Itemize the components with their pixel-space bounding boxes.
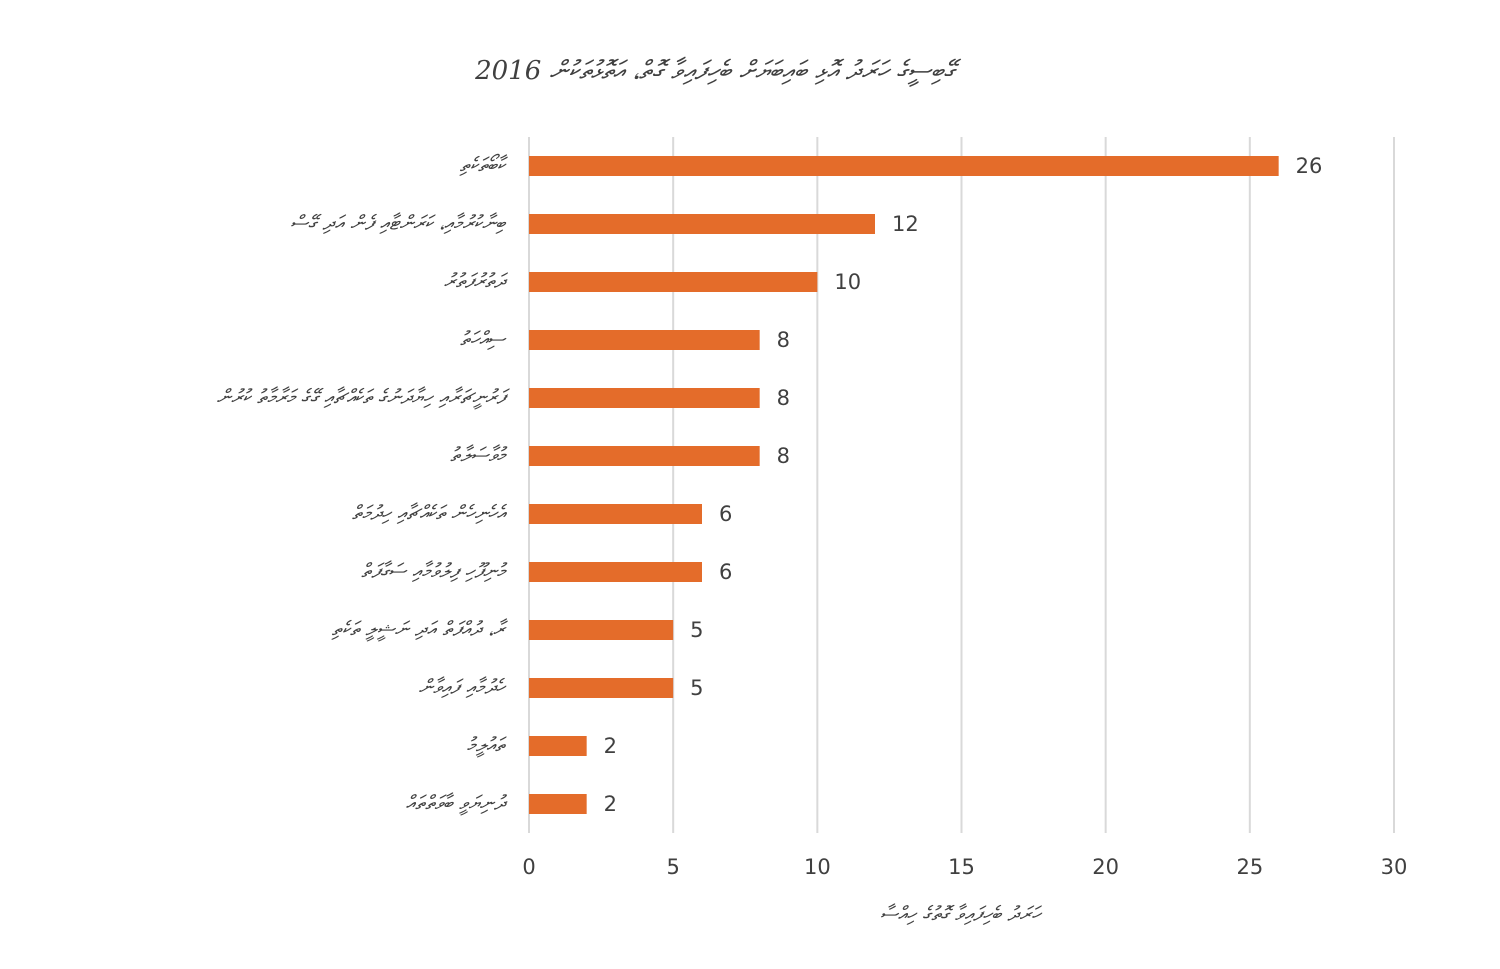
bar [529, 562, 702, 582]
y-tick-label: ކާބޯތަކެތި [459, 153, 509, 177]
x-tick-label: 0 [522, 855, 535, 879]
x-tick-label: 10 [804, 855, 831, 879]
y-tick-label: ދަތުރުފަތުރު [444, 269, 509, 293]
y-tick-label: މުނިފޫހި ފިލުވުމާއި ސަގާފަތް [361, 559, 508, 583]
value-label: 8 [777, 328, 790, 352]
bar [529, 214, 875, 234]
value-label: 2 [604, 734, 617, 758]
bar [529, 272, 818, 292]
x-tick-label: 15 [948, 855, 975, 879]
value-label: 6 [719, 560, 732, 584]
x-tick-label: 30 [1381, 855, 1408, 879]
y-tick-label: އެހެނިހެން ތަކެއްޗާއި ހިދުމަތް [352, 501, 508, 525]
value-label: 8 [777, 386, 790, 410]
y-tick-label: ސިއްހަތު [460, 327, 507, 351]
value-label: 12 [892, 212, 919, 236]
value-label: 5 [690, 676, 703, 700]
x-tick-label: 25 [1236, 855, 1263, 879]
value-label: 2 [604, 792, 617, 816]
x-tick-label: 20 [1092, 855, 1119, 879]
chart-title: ގޭބިސީގެ ހަރަދު އޮޅި ބައިބަޔަށް ބެހިފައި… [474, 56, 961, 87]
y-tick-label: މުވާސަލާތު [450, 443, 508, 467]
x-axis-title: ހަރަދު ބެހިފައިވާ ގޮތުގެ ހިއްސާ [880, 902, 1042, 926]
y-tick-label: ދުނިޔަވީ ބާވަތްތައް [406, 791, 508, 816]
y-tick-label: ހެދުމާއި ފައިވާން [419, 675, 507, 699]
y-tick-label: ފަރުނީޗަރާއި ހިޔާދަނުގެ ތަކެއްޗާއި ގޭގެ … [217, 385, 511, 410]
value-label: 26 [1296, 154, 1323, 178]
bar [529, 388, 760, 408]
value-label: 10 [834, 270, 861, 294]
bar [529, 794, 587, 814]
y-tick-label: ބިނާކުރުމާއި، ކަރަންޓާއި ފެން އަދި ގޭސް [290, 211, 506, 235]
value-label: 6 [719, 502, 732, 526]
value-label: 8 [777, 444, 790, 468]
value-label: 5 [690, 618, 703, 642]
y-tick-label: ތައުލީމު [467, 733, 507, 758]
bar [529, 446, 760, 466]
bar [529, 736, 587, 756]
bar [529, 678, 674, 698]
bar [529, 156, 1279, 176]
y-tick-label: ރާ، ދުއްފަތް އަދި ނަޝީލީ ތަކެތި [331, 617, 509, 642]
bar [529, 504, 702, 524]
bar [529, 330, 760, 350]
x-tick-label: 5 [666, 855, 679, 879]
bar [529, 620, 674, 640]
